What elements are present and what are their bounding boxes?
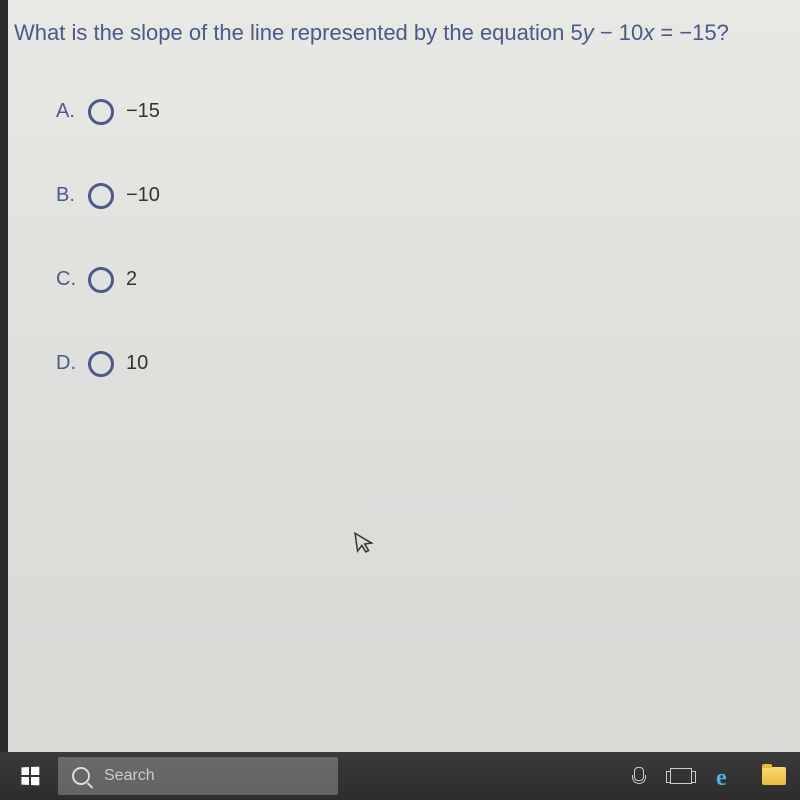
option-b-value: −10 bbox=[126, 184, 160, 207]
option-b-letter: B. bbox=[56, 184, 78, 207]
question-var-x: x bbox=[643, 20, 654, 45]
option-a[interactable]: A. −15 bbox=[56, 99, 780, 125]
search-placeholder: Search bbox=[104, 767, 155, 785]
option-d-letter: D. bbox=[56, 352, 78, 375]
question-part3: = −15? bbox=[654, 20, 729, 45]
question-var-y: y bbox=[583, 20, 594, 45]
cursor-icon bbox=[353, 529, 377, 564]
option-b[interactable]: B. −10 bbox=[56, 183, 780, 209]
option-c-letter: C. bbox=[56, 268, 78, 291]
radio-a[interactable] bbox=[88, 99, 114, 125]
option-c-value: 2 bbox=[126, 268, 137, 291]
microphone-icon[interactable] bbox=[632, 767, 646, 785]
option-c[interactable]: C. 2 bbox=[56, 267, 780, 293]
radio-b[interactable] bbox=[88, 183, 114, 209]
radio-c[interactable] bbox=[88, 267, 114, 293]
file-explorer-icon[interactable] bbox=[762, 767, 786, 785]
quiz-content: What is the slope of the line represente… bbox=[0, 0, 800, 377]
option-d-value: 10 bbox=[126, 352, 148, 375]
search-icon bbox=[72, 767, 90, 785]
taskview-icon[interactable] bbox=[670, 768, 692, 784]
question-part2: − 10 bbox=[594, 20, 644, 45]
start-button[interactable] bbox=[8, 756, 52, 796]
options-group: A. −15 B. −10 C. 2 D. 10 bbox=[14, 99, 780, 377]
radio-d[interactable] bbox=[88, 351, 114, 377]
windows-logo-icon bbox=[21, 767, 39, 786]
taskbar-right: e bbox=[632, 752, 800, 800]
taskbar: Search e bbox=[0, 752, 800, 800]
edge-browser-icon[interactable]: e bbox=[716, 765, 738, 787]
search-box[interactable]: Search bbox=[58, 757, 338, 795]
option-a-value: −15 bbox=[126, 100, 160, 123]
question-text: What is the slope of the line represente… bbox=[14, 18, 780, 49]
option-d[interactable]: D. 10 bbox=[56, 351, 780, 377]
question-part1: What is the slope of the line represente… bbox=[14, 20, 583, 45]
option-a-letter: A. bbox=[56, 100, 78, 123]
screen-edge bbox=[0, 0, 8, 800]
